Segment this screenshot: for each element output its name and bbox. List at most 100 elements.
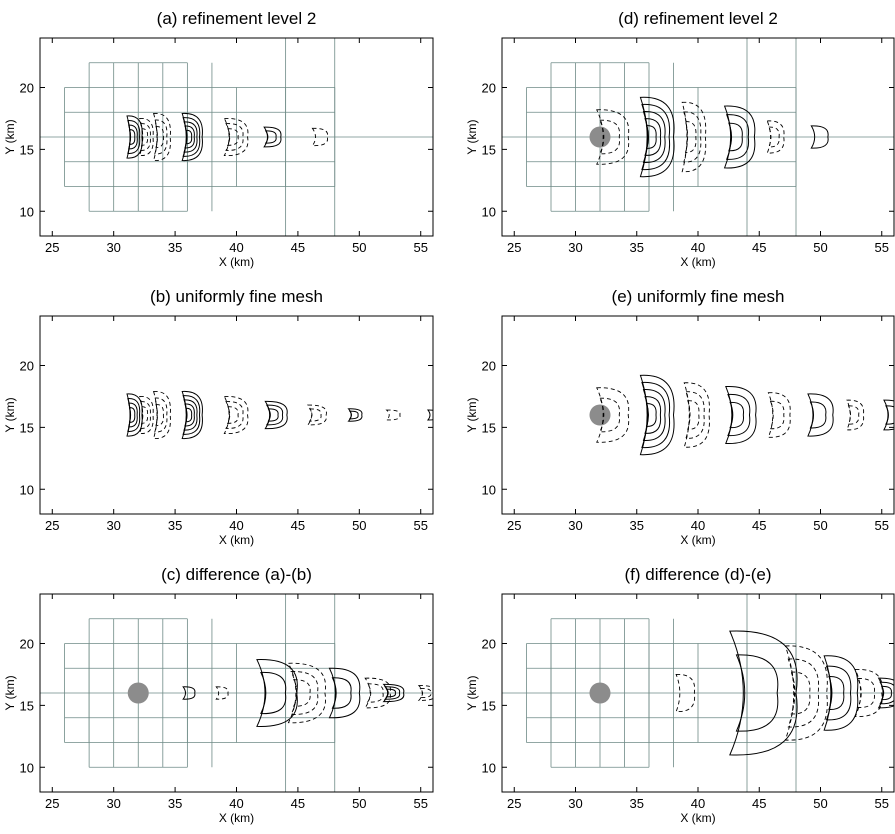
y-tick-label: 20 [482,81,496,96]
panel-a: (a) refinement level 2 25 30 35 40 45 50 55 10 15… [3,9,434,269]
y-tick-label: 10 [482,760,496,775]
x-tick-label: 45 [291,796,305,811]
contour-solid [735,654,779,732]
contour-dash [599,397,620,433]
x-tick-label: 30 [106,240,120,255]
contour-solid [883,399,894,431]
contour-dash [599,119,620,155]
contour-dash [290,671,319,715]
contour-solid [260,671,287,715]
contour-dash [140,123,151,151]
contour-solid [885,405,894,425]
y-axis-label: Y (km) [465,397,479,432]
contour-dash [226,406,239,424]
contour-solid [725,386,757,444]
y-axis-label: Y (km) [3,675,17,710]
contour-dash [225,123,244,151]
x-tick-label: 55 [413,796,427,811]
contour-solid [828,675,845,711]
contour-dash [683,382,710,448]
contour-dash [215,686,229,700]
contour-dash [223,117,249,157]
plot-area [589,374,894,456]
obstacle-disc [589,126,611,148]
x-tick-label: 50 [352,240,366,255]
contour-dash [155,126,164,148]
contour-dash [225,401,244,429]
panel-title: (b) uniformly fine mesh [150,287,323,306]
contour-dash [154,397,168,433]
y-tick-label: 10 [482,482,496,497]
y-tick-label: 20 [20,359,34,374]
x-tick-label: 30 [106,796,120,811]
contour-dash [847,405,860,425]
contour-dash [366,683,384,703]
plot-area [40,38,433,236]
x-tick-label: 55 [413,240,427,255]
contour-dash [307,404,327,426]
x-tick-label: 55 [413,518,427,533]
x-tick-label: 40 [229,518,243,533]
contour-dash [311,127,329,147]
contour-solid [185,407,193,423]
y-tick-label: 15 [20,142,34,157]
contour-dash [685,391,705,439]
contour-dash [308,408,322,422]
contour-solid [645,403,657,427]
x-tick-label: 25 [507,796,521,811]
x-tick-label: 35 [630,240,644,255]
contour-solid [182,686,196,700]
contour-dash [364,677,391,709]
contour-dash [292,679,311,707]
contour-solid [825,665,852,721]
panel-title: (c) difference (a)-(b) [161,565,312,584]
x-tick-label: 40 [691,796,705,811]
contour-solid [256,659,298,727]
x-tick-label: 55 [875,796,889,811]
mesh-grid [40,594,433,792]
y-tick-label: 10 [20,204,34,219]
x-tick-label: 30 [568,518,582,533]
x-axis-label: X (km) [680,533,715,547]
x-tick-label: 50 [352,518,366,533]
contour-dash [787,658,820,728]
x-tick-label: 35 [168,796,182,811]
contour-solid [128,129,136,145]
x-tick-label: 25 [507,518,521,533]
contour-dash [767,392,791,438]
panel-b: (b) uniformly fine mesh 25 30 35 40 45 50 55 10 1… [3,287,434,547]
contour-solid [807,393,834,437]
y-tick-label: 15 [482,142,496,157]
x-axis-label: X (km) [219,811,254,825]
contour-dash [769,400,785,430]
contour-solid [810,125,829,149]
x-tick-label: 55 [875,240,889,255]
plot-area [126,390,433,440]
contour-dash [857,678,875,708]
contour-solid [347,408,363,422]
contour-dash [846,399,865,431]
panel-title: (a) refinement level 2 [157,9,317,28]
y-tick-label: 20 [482,359,496,374]
panel-d: (d) refinement level 2 25 30 35 40 45 50 55 10 15… [465,9,895,269]
x-tick-label: 50 [813,240,827,255]
contour-dash [419,687,432,699]
contour-solid [426,409,433,421]
x-tick-label: 25 [45,518,59,533]
contour-dash [596,387,630,443]
contour-solid [727,393,751,437]
contour-dash [687,400,700,430]
contour-solid [128,402,138,428]
y-tick-label: 20 [20,81,34,96]
x-axis-label: X (km) [219,255,254,269]
contour-dash [385,409,401,421]
x-tick-label: 40 [691,240,705,255]
contour-solid [184,403,195,427]
contour-dash [140,401,151,429]
x-tick-label: 50 [813,518,827,533]
panel-title: (d) refinement level 2 [618,9,778,28]
panel-c: (c) difference (a)-(b) 25 30 35 40 45 50 55 10 15… [3,565,434,825]
y-tick-label: 15 [20,698,34,713]
panel-title: (e) uniformly fine mesh [612,287,785,306]
